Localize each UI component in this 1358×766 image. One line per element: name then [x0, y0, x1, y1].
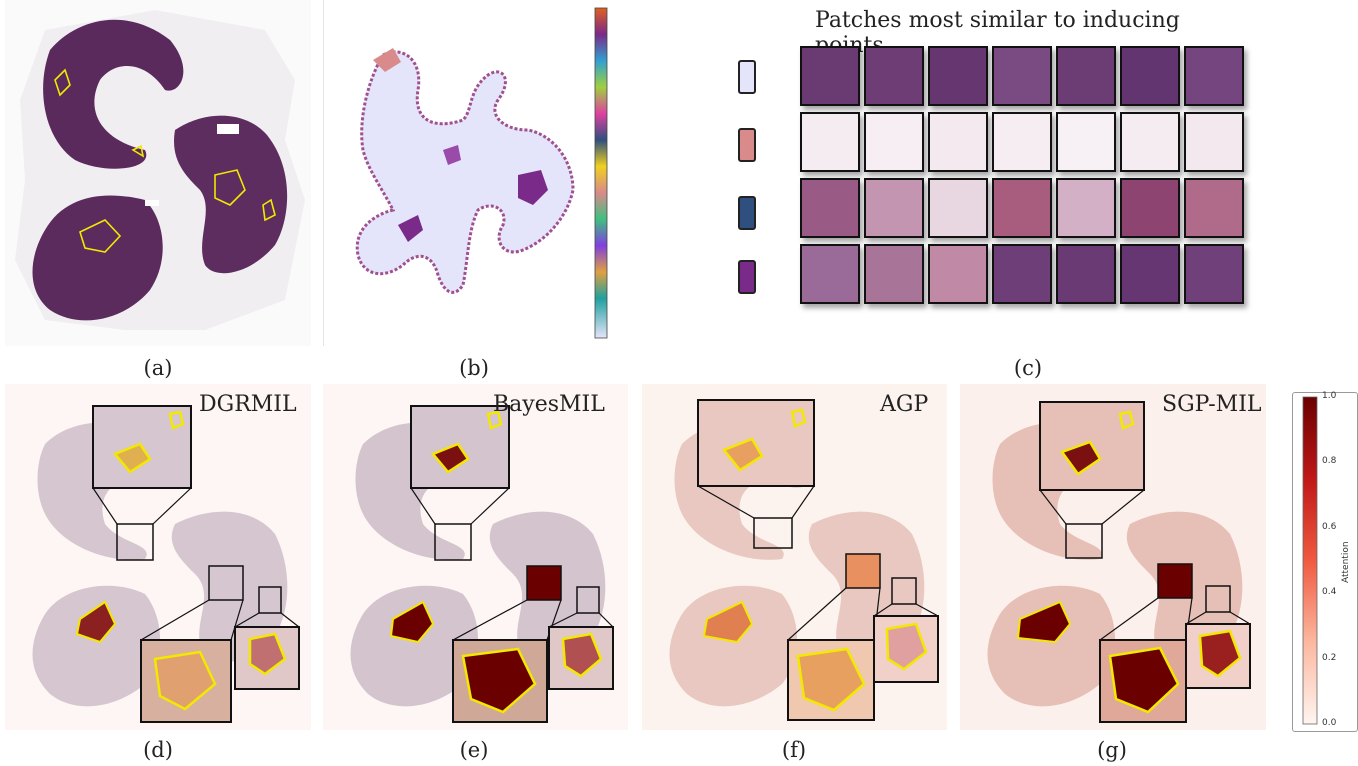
colorbar-tick-0-2: 0.2 — [1322, 653, 1337, 663]
caption-f: (f) — [781, 738, 807, 762]
caption-b: (b) — [459, 356, 489, 380]
attention-map-e — [323, 384, 628, 730]
inducing-point-key-2 — [738, 128, 756, 162]
colorbar-tick-0-0: 0.0 — [1322, 718, 1337, 728]
attention-map-f — [642, 384, 947, 730]
panel-d: DGRMIL — [5, 384, 311, 730]
patch-r4-c3 — [928, 244, 988, 304]
colorbar-tick-0-8: 0.8 — [1322, 456, 1337, 466]
colorbar-tick-1-0: 1.0 — [1322, 391, 1337, 401]
patch-r1-c3 — [928, 46, 988, 106]
panel-f: AGP — [642, 384, 947, 730]
patch-r2-c6 — [1120, 112, 1180, 172]
colorbar-label: Attention — [1341, 541, 1351, 583]
patch-r3-c5 — [1056, 178, 1116, 238]
patch-r4-c2 — [864, 244, 924, 304]
panel-a — [5, 0, 311, 346]
method-title-g: SGP-MIL — [1162, 392, 1262, 417]
patch-r4-c1 — [800, 244, 860, 304]
patch-r1-c7 — [1184, 46, 1244, 106]
method-title-e: BayesMIL — [493, 392, 605, 417]
panel-g: SGP-MIL — [960, 384, 1266, 730]
panel-b — [322, 0, 628, 346]
patch-r1-c5 — [1056, 46, 1116, 106]
attention-colorbar-gradient — [1302, 396, 1318, 725]
caption-c: (c) — [1013, 356, 1043, 380]
patch-r3-c4 — [992, 178, 1052, 238]
colorbar-tick-0-4: 0.4 — [1322, 587, 1337, 597]
patch-r2-c3 — [928, 112, 988, 172]
attention-map-d — [5, 384, 311, 730]
panel-e: BayesMIL — [323, 384, 628, 730]
inducing-point-key-4 — [738, 260, 756, 294]
patch-r2-c1 — [800, 112, 860, 172]
patch-r3-c6 — [1120, 178, 1180, 238]
patch-r2-c5 — [1056, 112, 1116, 172]
patch-r4-c6 — [1120, 244, 1180, 304]
patch-r4-c4 — [992, 244, 1052, 304]
patch-r1-c6 — [1120, 46, 1180, 106]
colorbar-tick-0-6: 0.6 — [1322, 522, 1337, 532]
inducing-point-key-1 — [738, 60, 756, 94]
patch-r3-c3 — [928, 178, 988, 238]
inducing-point-key-3 — [738, 196, 756, 230]
patch-r2-c7 — [1184, 112, 1244, 172]
patch-r4-c5 — [1056, 244, 1116, 304]
method-title-f: AGP — [880, 392, 929, 417]
patch-r3-c1 — [800, 178, 860, 238]
caption-g: (g) — [1097, 738, 1127, 762]
patch-r1-c2 — [864, 46, 924, 106]
caption-d: (d) — [143, 738, 173, 762]
patch-r3-c7 — [1184, 178, 1244, 238]
wsi-thumbnail-a — [5, 0, 311, 346]
caption-a: (a) — [143, 356, 173, 380]
attention-colorbar: 1.0 0.8 0.6 0.4 0.2 0.0 Attention — [1292, 391, 1358, 732]
patch-r2-c2 — [864, 112, 924, 172]
patch-r1-c4 — [992, 46, 1052, 106]
patch-r3-c2 — [864, 178, 924, 238]
patch-r2-c4 — [992, 112, 1052, 172]
attention-map-g — [960, 384, 1266, 730]
caption-e: (e) — [459, 738, 489, 762]
patch-r4-c7 — [1184, 244, 1244, 304]
method-title-d: DGRMIL — [199, 392, 297, 417]
patch-r1-c1 — [800, 46, 860, 106]
inducing-point-map-b — [322, 0, 628, 346]
